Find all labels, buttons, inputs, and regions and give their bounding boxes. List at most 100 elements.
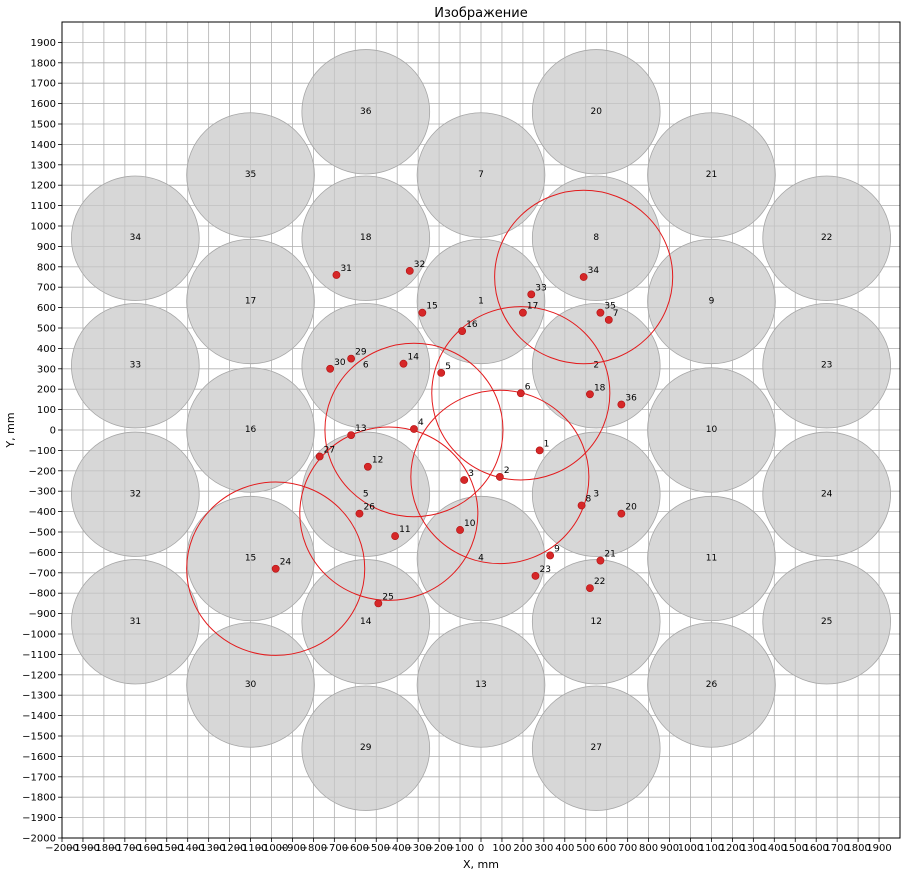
disk-label-34: 34 [130, 233, 142, 243]
point-27 [315, 452, 324, 461]
disk-label-11: 11 [706, 554, 717, 564]
point-16 [458, 327, 467, 335]
x-tick-label: −1000 [255, 843, 289, 854]
point-23 [531, 571, 540, 580]
disk-label-26: 26 [706, 680, 718, 690]
point-11 [391, 532, 400, 540]
point-18 [586, 390, 594, 399]
x-tick-label: 100 [492, 843, 511, 854]
disk-label-8: 8 [593, 233, 599, 243]
y-tick-label: −800 [29, 589, 56, 600]
x-tick-label: 1700 [824, 843, 849, 854]
disk-31 [71, 559, 200, 685]
y-tick-label: −500 [29, 528, 56, 539]
y-tick-label: −300 [29, 487, 56, 498]
y-tick-label: 900 [37, 242, 56, 253]
disk-2 [531, 303, 661, 429]
y-tick-label: −1400 [22, 711, 56, 722]
point-22 [586, 584, 594, 592]
x-tick-label: 1000 [678, 843, 703, 854]
point-24 [271, 564, 280, 573]
x-tick-label: −500 [363, 843, 390, 854]
disk-label-32: 32 [130, 489, 141, 499]
y-tick-label: 1200 [31, 181, 56, 192]
disk-27 [531, 685, 661, 811]
disk-15 [186, 495, 315, 622]
point-17 [519, 308, 527, 317]
disk-35 [186, 112, 315, 238]
disk-20 [531, 49, 661, 175]
y-tick-label: 1300 [31, 160, 56, 171]
ring-2 [431, 306, 611, 481]
disk-29 [301, 685, 431, 811]
disk-label-35: 35 [245, 170, 256, 180]
point-33 [527, 290, 536, 299]
point-10 [456, 526, 464, 534]
disk-25 [762, 559, 891, 685]
x-tick-label: 500 [576, 843, 595, 854]
point-label-23: 23 [539, 565, 550, 575]
disk-label-24: 24 [821, 489, 833, 499]
y-tick-label: −200 [29, 466, 56, 477]
ring-5 [299, 426, 479, 601]
x-tick-label: −1100 [234, 843, 268, 854]
point-2 [495, 473, 504, 481]
disk-label-18: 18 [360, 233, 372, 243]
disk-3 [531, 431, 661, 557]
disk-10 [647, 367, 776, 493]
x-tick-label: −1200 [213, 843, 247, 854]
point-label-10: 10 [464, 519, 476, 529]
point-3 [460, 476, 469, 484]
point-35 [596, 308, 605, 317]
y-tick-label: 300 [37, 364, 56, 375]
point-label-12: 12 [372, 456, 383, 466]
point-label-36: 36 [625, 394, 637, 404]
point-label-22: 22 [594, 577, 605, 587]
y-tick-label: 500 [37, 324, 56, 335]
y-tick-label: 1500 [31, 120, 56, 131]
y-tick-label: 1400 [31, 140, 56, 151]
x-tick-label: 1200 [720, 843, 745, 854]
point-label-13: 13 [355, 424, 366, 434]
disk-label-1: 1 [478, 296, 484, 306]
point-label-7: 7 [613, 309, 619, 319]
point-label-5: 5 [445, 362, 451, 372]
y-tick-label: −1000 [22, 630, 56, 641]
y-tick-label: 1800 [31, 58, 56, 69]
point-1 [535, 446, 544, 455]
point-15 [418, 308, 427, 317]
point-5 [437, 368, 446, 377]
x-tick-label: −1300 [192, 843, 226, 854]
disk-33 [71, 303, 200, 429]
x-tick-label: −900 [279, 843, 306, 854]
point-4 [410, 425, 418, 433]
point-36 [617, 400, 626, 409]
x-tick-label: −1500 [150, 843, 184, 854]
y-tick-label: −100 [29, 446, 56, 457]
point-label-25: 25 [382, 592, 393, 602]
x-tick-label: 400 [555, 843, 574, 854]
x-tick-label: 1100 [699, 843, 724, 854]
x-tick-label: −600 [342, 843, 369, 854]
y-tick-label: 100 [37, 405, 56, 416]
point-label-17: 17 [527, 302, 538, 312]
y-axis-ticks: −2000−1900−1800−1700−1600−1500−1400−1300… [22, 38, 62, 845]
x-tick-label: 200 [513, 843, 532, 854]
disk-label-36: 36 [360, 107, 372, 117]
disk-label-31: 31 [130, 617, 141, 627]
point-label-14: 14 [407, 353, 419, 363]
disk-label-9: 9 [709, 296, 715, 306]
ring-3 [324, 342, 504, 518]
point-label-3: 3 [468, 469, 474, 479]
disk-6 [301, 303, 431, 429]
disk-1 [416, 238, 546, 365]
point-label-15: 15 [426, 302, 437, 312]
x-tick-label: −200 [425, 843, 452, 854]
disk-32 [71, 431, 200, 557]
point-label-1: 1 [544, 439, 550, 449]
disk-23 [762, 303, 891, 429]
disk-8 [531, 175, 661, 301]
disk-9 [647, 238, 776, 365]
y-tick-label: 600 [37, 303, 56, 314]
